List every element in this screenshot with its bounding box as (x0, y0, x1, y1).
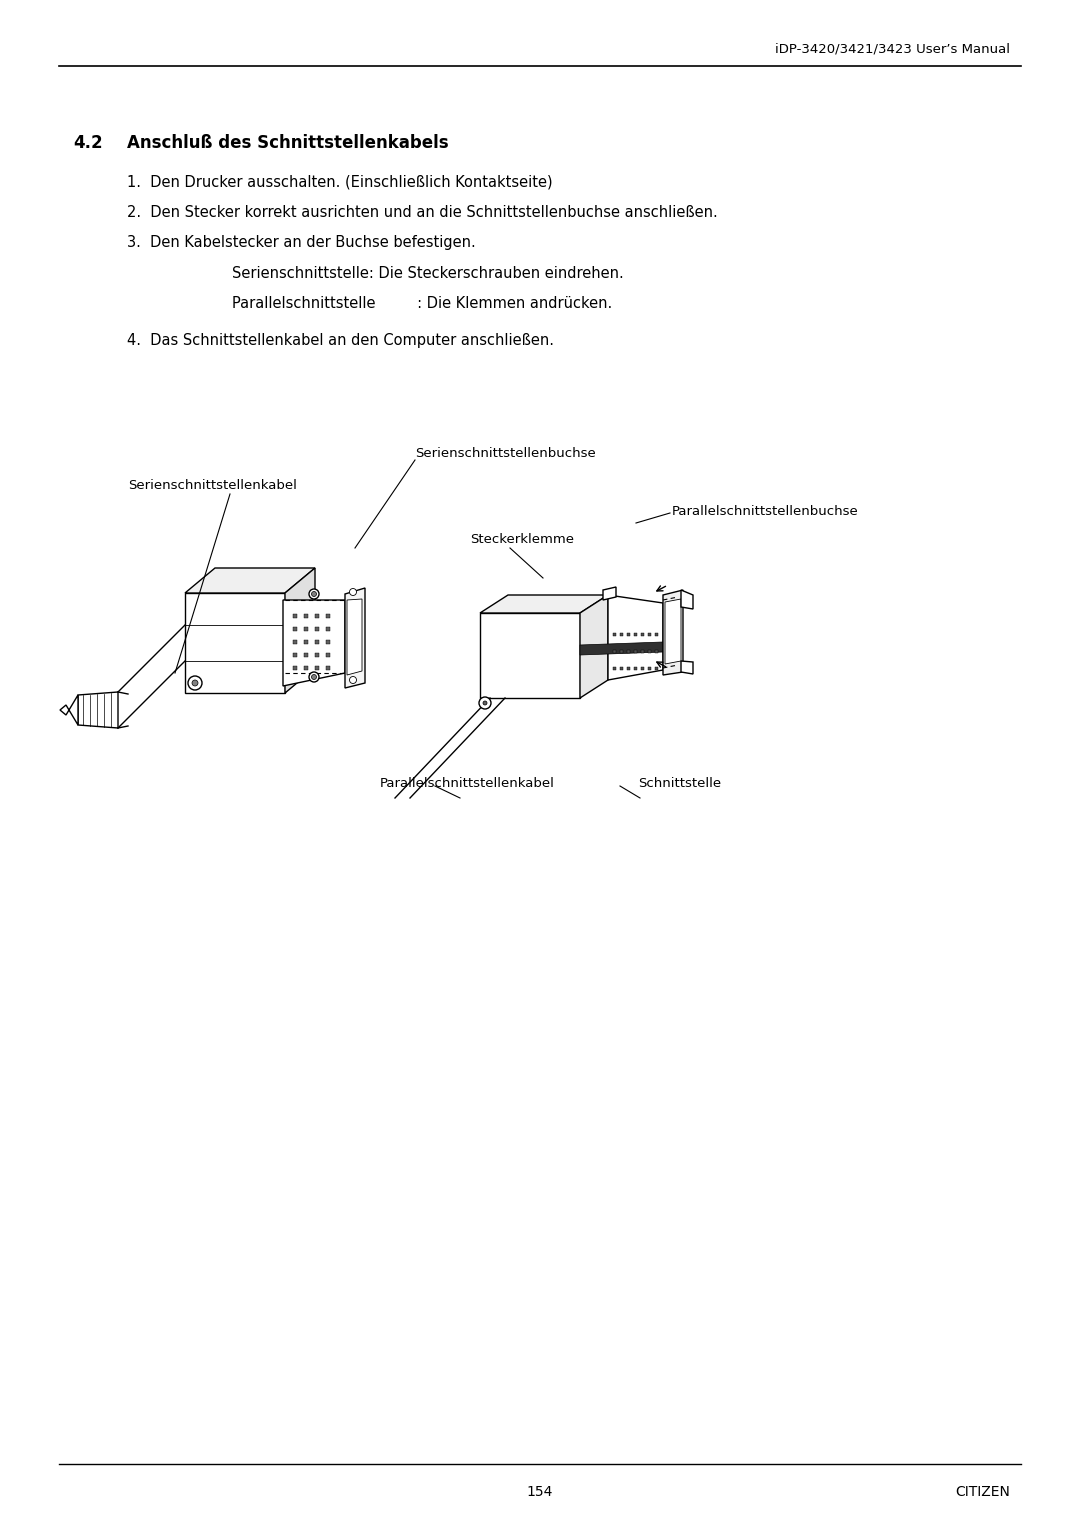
Bar (315, 640, 319, 643)
Polygon shape (480, 594, 608, 613)
Text: Steckerklemme: Steckerklemme (470, 533, 573, 545)
Bar (648, 633, 650, 636)
Text: 3.  Den Kabelstecker an der Buchse befestigen.: 3. Den Kabelstecker an der Buchse befest… (127, 235, 476, 251)
Polygon shape (580, 642, 663, 656)
Text: Parallelschnittstelle         : Die Klemmen andrücken.: Parallelschnittstelle : Die Klemmen andr… (232, 296, 612, 312)
Circle shape (350, 588, 356, 596)
Circle shape (311, 674, 316, 680)
Polygon shape (285, 568, 315, 694)
Bar (612, 633, 616, 636)
Bar (626, 633, 630, 636)
Bar (315, 652, 319, 657)
Bar (640, 666, 644, 669)
Bar (620, 666, 622, 669)
Text: 4.2: 4.2 (73, 134, 103, 153)
Circle shape (309, 588, 319, 599)
Bar (303, 640, 308, 643)
Text: iDP-3420/3421/3423 User’s Manual: iDP-3420/3421/3423 User’s Manual (774, 41, 1010, 55)
Text: Anschluß des Schnittstellenkabels: Anschluß des Schnittstellenkabels (127, 134, 449, 153)
Polygon shape (663, 590, 683, 675)
Circle shape (480, 697, 491, 709)
Polygon shape (185, 568, 315, 593)
Text: 4.  Das Schnittstellenkabel an den Computer anschließen.: 4. Das Schnittstellenkabel an den Comput… (127, 333, 554, 348)
Bar (634, 666, 636, 669)
Circle shape (188, 675, 202, 691)
Text: Parallelschnittstellenbuchse: Parallelschnittstellenbuchse (672, 504, 859, 518)
Bar (654, 649, 658, 652)
Circle shape (350, 677, 356, 683)
Bar (648, 649, 650, 652)
Bar (293, 626, 297, 631)
Polygon shape (681, 590, 693, 610)
Bar (620, 649, 622, 652)
Polygon shape (580, 594, 608, 698)
Bar (303, 626, 308, 631)
Bar (654, 666, 658, 669)
Bar (634, 649, 636, 652)
Text: CITIZEN: CITIZEN (955, 1485, 1010, 1499)
Text: Serienschnittstellenbuchse: Serienschnittstellenbuchse (415, 448, 596, 460)
Text: Serienschnittstelle: Die Steckerschrauben eindrehen.: Serienschnittstelle: Die Steckerschraube… (232, 266, 624, 281)
Bar (293, 640, 297, 643)
Polygon shape (185, 593, 285, 694)
Circle shape (309, 672, 319, 681)
Bar (303, 614, 308, 617)
Bar (303, 666, 308, 669)
Polygon shape (665, 599, 681, 665)
Text: Serienschnittstellenkabel: Serienschnittstellenkabel (129, 478, 297, 492)
Polygon shape (60, 695, 78, 724)
Bar (640, 649, 644, 652)
Bar (315, 666, 319, 669)
Bar (293, 666, 297, 669)
Bar (326, 626, 330, 631)
Text: 154: 154 (527, 1485, 553, 1499)
Text: Schnittstelle: Schnittstelle (638, 778, 721, 790)
Polygon shape (345, 588, 365, 688)
Bar (634, 633, 636, 636)
Bar (640, 633, 644, 636)
Circle shape (483, 701, 487, 704)
Polygon shape (347, 599, 362, 675)
Bar (326, 614, 330, 617)
Bar (293, 652, 297, 657)
Text: 2.  Den Stecker korrekt ausrichten und an die Schnittstellenbuchse anschließen.: 2. Den Stecker korrekt ausrichten und an… (127, 205, 718, 220)
Bar (293, 614, 297, 617)
Bar (626, 649, 630, 652)
Bar (654, 633, 658, 636)
Circle shape (192, 680, 198, 686)
Polygon shape (283, 601, 345, 686)
Polygon shape (603, 587, 616, 601)
Bar (326, 640, 330, 643)
Bar (326, 652, 330, 657)
Bar (612, 666, 616, 669)
Polygon shape (608, 594, 663, 680)
Bar (315, 626, 319, 631)
Polygon shape (480, 613, 580, 698)
Bar (612, 649, 616, 652)
Bar (626, 666, 630, 669)
Bar (620, 633, 622, 636)
Text: 1.  Den Drucker ausschalten. (Einschließlich Kontaktseite): 1. Den Drucker ausschalten. (Einschließl… (127, 174, 553, 189)
Text: Parallelschnittstellenkabel: Parallelschnittstellenkabel (380, 778, 555, 790)
Circle shape (311, 591, 316, 596)
Polygon shape (681, 662, 693, 674)
Bar (315, 614, 319, 617)
Bar (648, 666, 650, 669)
Bar (326, 666, 330, 669)
Bar (303, 652, 308, 657)
Polygon shape (78, 692, 118, 727)
